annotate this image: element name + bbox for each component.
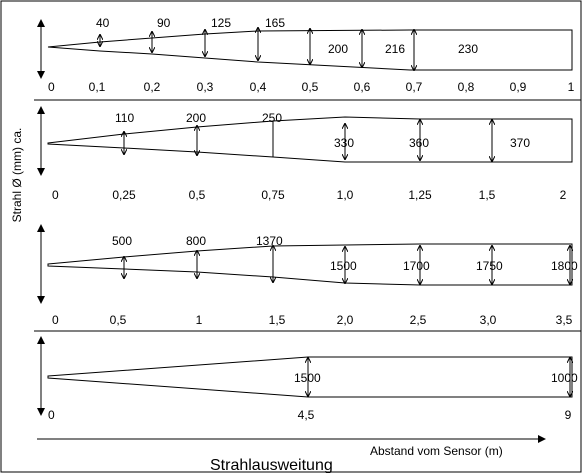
panel-1-diameter-label: 230 — [458, 42, 478, 56]
panel-2-tick-label: 0 — [52, 188, 59, 202]
panel-2-tick-label: 0,5 — [189, 188, 206, 202]
panel-2: 110 200 250 330 360 370 0 0,25 0,5 0,75 … — [37, 106, 573, 202]
panel-3-tick-label: 3,0 — [480, 313, 497, 327]
panel-2-tick-label: 1,0 — [337, 188, 354, 202]
panel-1-diameter-label: 165 — [265, 16, 285, 30]
panel-1: 40 90 125 165 200 216 230 0 0,1 0,2 0,3 … — [37, 16, 575, 94]
panel-2-tick-label: 1,25 — [408, 188, 432, 202]
panel-2-diameter-label: 200 — [186, 111, 206, 125]
panel-2-beam-outline — [47, 116, 573, 163]
panel-3-tick-label: 1,5 — [269, 313, 286, 327]
panel-3: 500 800 1370 1500 1700 1750 1800 0 0,5 1… — [37, 224, 578, 327]
panel-1-diameter-label: 200 — [328, 42, 348, 56]
panel-2-diameter-label: 330 — [334, 136, 354, 150]
panel-2-diameter-label: 370 — [510, 136, 530, 150]
panel-2-diameter-label: 110 — [115, 111, 134, 125]
panel-4-tick-label: 4,5 — [298, 408, 315, 422]
panel-2-diameter-label: 360 — [409, 136, 429, 150]
panel-3-beam-outline — [47, 243, 573, 286]
panel-3-diameter-label: 1750 — [476, 259, 503, 273]
panel-4-diameter-label: 1500 — [294, 371, 321, 385]
panel-1-tick-label: 0 — [48, 80, 55, 94]
panel-3-tick-label: 1 — [196, 313, 203, 327]
panel-1-tick-label: 0,4 — [250, 80, 267, 94]
panel-3-diameter-label: 1500 — [330, 259, 357, 273]
panel-3-diameter-label: 1700 — [403, 259, 430, 273]
panel-1-tick-label: 0,9 — [510, 80, 527, 94]
panel-2-tick-label: 0,25 — [112, 188, 136, 202]
panel-1-tick-label: 0,8 — [458, 80, 475, 94]
panel-4: 1500 1000 0 4,5 9 — [37, 336, 578, 422]
panel-2-tick-label: 0,75 — [261, 188, 285, 202]
panel-1-diameter-label: 40 — [96, 16, 110, 30]
panel-2-tick-label: 2 — [560, 188, 567, 202]
panel-3-tick-label: 2,5 — [410, 313, 427, 327]
panel-3-diameter-label: 500 — [112, 234, 132, 248]
panel-4-tick-label: 9 — [565, 408, 572, 422]
panel-2-diameter-label: 250 — [262, 111, 282, 125]
y-axis-label: Strahl Ø (mm) ca. — [10, 128, 24, 223]
panel-1-beam-outline — [47, 29, 573, 71]
panel-3-diameter-label: 800 — [186, 234, 206, 248]
x-axis-label: Abstand vom Sensor (m) — [370, 444, 503, 458]
panel-1-tick-label: 0,7 — [406, 80, 423, 94]
panel-2-tick-label: 1,5 — [479, 188, 496, 202]
panel-3-tick-label: 2,0 — [337, 313, 354, 327]
panel-3-tick-label: 0 — [52, 313, 59, 327]
panel-1-tick-label: 0,2 — [144, 80, 161, 94]
panel-4-tick-label: 0 — [48, 408, 55, 422]
panel-1-tick-label: 0,6 — [354, 80, 371, 94]
panel-1-diameter-label: 216 — [385, 42, 405, 56]
panel-1-diameter-label: 125 — [211, 16, 231, 30]
panel-3-tick-label: 0,5 — [110, 313, 127, 327]
panel-1-diameter-label: 90 — [157, 16, 171, 30]
diagram-title: Strahlausweitung — [210, 457, 333, 473]
panel-1-tick-label: 0,5 — [302, 80, 319, 94]
panel-4-diameter-label: 1000 — [551, 371, 578, 385]
panel-1-tick-label: 1 — [568, 80, 575, 94]
panel-3-diameter-label: 1800 — [551, 259, 578, 273]
panel-1-tick-label: 0,1 — [89, 80, 106, 94]
panel-3-tick-label: 3,5 — [556, 313, 573, 327]
panel-3-diameter-label: 1370 — [256, 234, 283, 248]
panel-1-tick-label: 0,3 — [197, 80, 214, 94]
